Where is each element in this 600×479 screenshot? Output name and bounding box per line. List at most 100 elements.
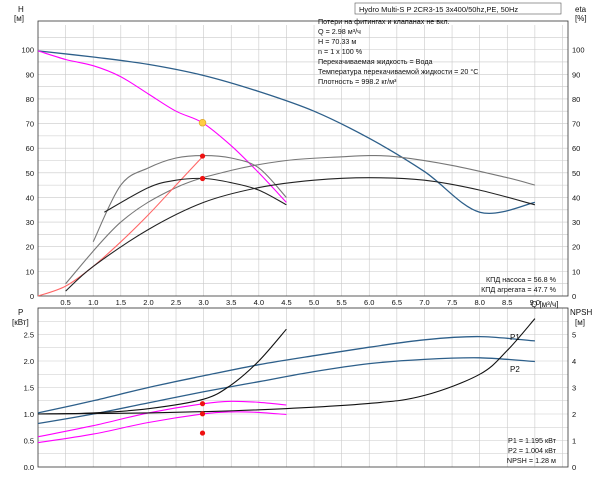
- top-operating-point: [199, 175, 206, 182]
- bottom-left-tick-label: 0.5: [24, 437, 34, 446]
- x-axis-label: Q [м³/ч]: [531, 300, 558, 309]
- x-tick-label: 1.0: [88, 298, 98, 307]
- x-tick-label: 7.5: [447, 298, 457, 307]
- top-operating-point: [199, 153, 206, 159]
- bottom-right-tick-label: 5: [572, 331, 576, 340]
- bottom-operating-point: [199, 430, 206, 436]
- x-tick-label: 8.5: [502, 298, 512, 307]
- npsh-value-text: NPSH = 1.28 м: [507, 456, 556, 465]
- bottom-operating-point: [199, 411, 206, 417]
- bottom-right-tick-label: 0: [572, 463, 576, 472]
- top-grid: [38, 25, 568, 296]
- info-line-flow: Q = 2.98 м³/ч: [318, 27, 361, 36]
- info-line-head: H = 70.33 м: [318, 37, 356, 46]
- power-block: P1 = 1.195 кВт P2 = 1.004 кВт NPSH = 1.2…: [507, 436, 557, 465]
- top-series: [37, 50, 536, 297]
- top-h-pump-curve: [37, 50, 287, 203]
- right-tick-label: 0: [572, 292, 576, 301]
- top-eta-min-curve: [92, 155, 287, 243]
- top-operating-point: [198, 119, 207, 127]
- bottom-right-tick-label: 4: [572, 357, 576, 366]
- bottom-right-unit-bottom: [м]: [575, 318, 585, 327]
- bottom-p2-curve: [37, 357, 535, 425]
- left-tick-label: 100: [21, 46, 34, 55]
- bottom-right-tick-label: 3: [572, 384, 576, 393]
- top-eta-max-curve: [65, 155, 536, 285]
- right-tick-label: 40: [572, 193, 580, 202]
- left-tick-label: 10: [26, 267, 34, 276]
- top-plot-frame: [37, 20, 569, 297]
- left-tick-label: 90: [26, 70, 34, 79]
- p1-curve-label: P1: [510, 333, 520, 342]
- info-line-speed: n = 1 x 100 %: [318, 47, 363, 56]
- x-tick-label: 3.5: [226, 298, 236, 307]
- bottom-right-unit-top: NPSH: [570, 308, 592, 317]
- operating-points: [198, 119, 207, 436]
- left-tick-label: 0: [30, 292, 34, 301]
- bottom-left-tick-label: 0.0: [24, 463, 34, 472]
- info-line-temperature: Температура перекачиваемой жидкости = 20…: [318, 67, 478, 76]
- bottom-p1-curve: [37, 335, 535, 414]
- x-tick-label: 4.5: [281, 298, 291, 307]
- x-tick-label: 8.0: [474, 298, 484, 307]
- bottom-npsh-max-curve: [37, 318, 536, 415]
- right-tick-label: 70: [572, 120, 580, 129]
- bottom-grid: [38, 307, 568, 467]
- x-tick-label: 6.5: [392, 298, 402, 307]
- left-tick-label: 20: [26, 243, 34, 252]
- right-axis-unit-top: eta: [575, 5, 587, 14]
- x-tick-label: 5.0: [309, 298, 319, 307]
- top-eta-pump-curve: [37, 155, 205, 297]
- p2-value-text: P2 = 1.004 кВт: [508, 446, 557, 455]
- bottom-right-tick-label: 1: [572, 437, 576, 446]
- info-line-density: Плотность = 998.2 кг/м³: [318, 77, 397, 86]
- left-tick-label: 80: [26, 95, 34, 104]
- x-tick-label: 5.5: [336, 298, 346, 307]
- x-tick-label: 2.0: [143, 298, 153, 307]
- left-tick-label: 60: [26, 144, 34, 153]
- info-line-losses: Потери на фитингах и клапанах не вкл.: [318, 17, 450, 26]
- x-tick-label: 0.5: [60, 298, 70, 307]
- right-tick-label: 30: [572, 218, 580, 227]
- title-box: Hydro Multi-S P 2CR3-15 3x400/50hz,PE, 5…: [354, 2, 562, 15]
- x-tick-label: 7.0: [419, 298, 429, 307]
- efficiency-block: КПД насоса = 56.8 % КПД агрегата = 47.7 …: [481, 275, 557, 294]
- bottom-left-tick-label: 2.5: [24, 331, 34, 340]
- x-tick-label: 4.0: [254, 298, 264, 307]
- x-tick-label: 2.5: [171, 298, 181, 307]
- chart-title: Hydro Multi-S P 2CR3-15 3x400/50hz,PE, 5…: [359, 5, 518, 14]
- p1-value-text: P1 = 1.195 кВт: [508, 436, 557, 445]
- bottom-left-unit-top: P: [18, 308, 23, 317]
- axis-ticks: 0102030405060708090100010203040506070809…: [21, 46, 584, 472]
- left-tick-label: 70: [26, 120, 34, 129]
- info-line-liquid: Перекачиваемая жидкость = Вода: [318, 57, 433, 66]
- bottom-left-tick-label: 2.0: [24, 357, 34, 366]
- top-eta-unit-max-curve: [65, 177, 536, 292]
- p2-curve-label: P2: [510, 365, 520, 374]
- right-tick-label: 10: [572, 267, 580, 276]
- right-tick-label: 100: [572, 46, 585, 55]
- pump-efficiency-text: КПД насоса = 56.8 %: [486, 275, 557, 284]
- right-tick-label: 60: [572, 144, 580, 153]
- info-block: Потери на фитингах и клапанах не вкл. Q …: [318, 17, 478, 86]
- unit-efficiency-text: КПД агрегата = 47.7 %: [481, 285, 557, 294]
- left-tick-label: 40: [26, 193, 34, 202]
- bottom-left-tick-label: 1.0: [24, 410, 34, 419]
- left-tick-label: 30: [26, 218, 34, 227]
- right-axis-unit-bottom: [%]: [575, 14, 587, 23]
- bottom-npsh-pump-curve: [37, 328, 287, 415]
- x-tick-label: 3.0: [198, 298, 208, 307]
- right-tick-label: 80: [572, 95, 580, 104]
- bottom-plot-frame: [37, 307, 569, 468]
- left-tick-label: 50: [26, 169, 34, 178]
- bottom-right-tick-label: 2: [572, 410, 576, 419]
- bottom-left-tick-label: 1.5: [24, 384, 34, 393]
- left-axis-unit-top: H: [18, 5, 24, 14]
- right-tick-label: 50: [572, 169, 580, 178]
- bottom-operating-point: [199, 401, 206, 407]
- bottom-left-unit-bottom: [кВт]: [12, 318, 29, 327]
- title-frame: [354, 2, 562, 15]
- x-tick-label: 9.0: [530, 298, 540, 307]
